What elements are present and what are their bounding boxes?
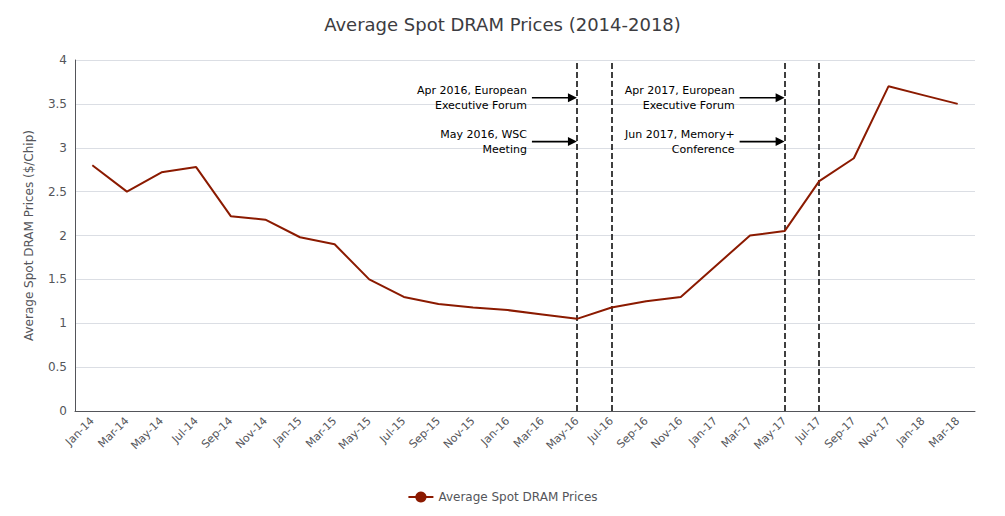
svg-text:2: 2	[59, 229, 67, 243]
svg-text:Sep-16: Sep-16	[614, 414, 651, 451]
svg-text:4: 4	[59, 53, 67, 67]
svg-text:Jan-18: Jan-18	[893, 414, 928, 449]
svg-text:Apr 2016, European: Apr 2016, European	[417, 84, 527, 97]
svg-text:Nov-16: Nov-16	[649, 414, 686, 451]
svg-text:Jan-17: Jan-17	[685, 414, 720, 449]
svg-text:Average Spot DRAM Prices ($/Ch: Average Spot DRAM Prices ($/Chip)	[22, 130, 36, 341]
svg-text:Jun 2017, Memory+: Jun 2017, Memory+	[624, 128, 735, 141]
svg-text:Executive Forum: Executive Forum	[435, 99, 527, 112]
svg-text:Average Spot DRAM Prices (2014: Average Spot DRAM Prices (2014-2018)	[324, 14, 681, 35]
svg-text:Mar-17: Mar-17	[719, 414, 755, 450]
svg-text:Jan-15: Jan-15	[270, 414, 305, 449]
svg-text:1.5: 1.5	[48, 272, 67, 286]
svg-text:Apr 2017, European: Apr 2017, European	[625, 84, 735, 97]
svg-text:Mar-18: Mar-18	[926, 414, 962, 450]
svg-text:Sep-17: Sep-17	[822, 414, 859, 451]
svg-text:May-17: May-17	[751, 414, 789, 452]
svg-text:Average Spot DRAM Prices: Average Spot DRAM Prices	[438, 490, 597, 504]
svg-text:Nov-17: Nov-17	[856, 414, 893, 451]
svg-text:0.5: 0.5	[48, 360, 67, 374]
svg-text:May-15: May-15	[336, 414, 374, 452]
svg-text:3.5: 3.5	[48, 97, 67, 111]
svg-text:Meeting: Meeting	[483, 143, 527, 156]
svg-text:Jan-14: Jan-14	[62, 414, 97, 449]
svg-text:Sep-14: Sep-14	[199, 414, 236, 451]
svg-text:May-16: May-16	[544, 414, 582, 452]
svg-text:3: 3	[59, 141, 67, 155]
svg-text:Jul-17: Jul-17	[792, 414, 824, 446]
svg-text:Executive Forum: Executive Forum	[643, 99, 735, 112]
svg-text:0: 0	[59, 404, 67, 418]
svg-text:Conference: Conference	[672, 143, 735, 156]
svg-text:May 2016, WSC: May 2016, WSC	[440, 128, 527, 141]
svg-text:Jul-15: Jul-15	[376, 414, 408, 446]
svg-text:1: 1	[59, 316, 67, 330]
svg-text:Mar-15: Mar-15	[303, 414, 339, 450]
svg-text:Jan-16: Jan-16	[478, 414, 513, 449]
svg-text:Jul-16: Jul-16	[584, 414, 616, 446]
svg-text:Nov-14: Nov-14	[233, 414, 270, 451]
svg-text:Jul-14: Jul-14	[169, 414, 201, 446]
svg-text:Sep-15: Sep-15	[407, 414, 444, 451]
svg-text:Mar-16: Mar-16	[511, 414, 547, 450]
svg-text:Nov-15: Nov-15	[441, 414, 478, 451]
svg-text:2.5: 2.5	[48, 185, 67, 199]
svg-text:Mar-14: Mar-14	[95, 414, 131, 450]
svg-text:May-14: May-14	[128, 414, 166, 452]
